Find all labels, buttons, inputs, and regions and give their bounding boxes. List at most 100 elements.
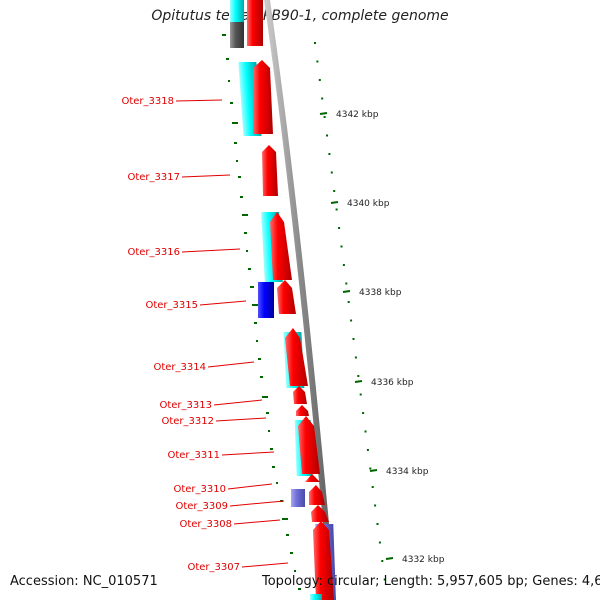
gene-leader-line (181, 174, 231, 178)
minor-tick (335, 208, 338, 211)
gc-tick (254, 322, 257, 324)
cds-feature-top (247, 0, 263, 46)
minor-tick (338, 227, 341, 229)
minor-tick (323, 116, 326, 118)
gc-tick (232, 122, 238, 124)
gene-oter-3311 (294, 416, 320, 482)
gene-oter-3316 (261, 212, 292, 282)
gc-tick (286, 534, 289, 536)
genome-backbone (264, 0, 336, 600)
gc-tick (250, 286, 254, 288)
gc-tick (242, 214, 248, 216)
minor-tick (318, 79, 321, 81)
minor-tick (381, 560, 384, 562)
gene-label[interactable]: Oter_3312 (161, 416, 214, 427)
kbp-scale-label: 4342 kbp (336, 110, 379, 120)
gc-tick (262, 396, 268, 398)
minor-tick (371, 486, 374, 488)
gene-label[interactable]: Oter_3317 (127, 172, 180, 183)
gene-label[interactable]: Oter_3311 (167, 450, 220, 461)
gc-tick (244, 232, 247, 234)
gc-ticks (222, 34, 386, 590)
gc-tick (246, 250, 248, 252)
gc-tick (226, 58, 229, 60)
minor-tick (366, 449, 369, 451)
scale-tick (354, 380, 363, 383)
gene-leader-line (175, 99, 223, 102)
gene-oter-3318 (238, 60, 273, 136)
minor-tick (321, 97, 324, 100)
gc-tick (270, 448, 273, 450)
gene-label[interactable]: Oter_3318 (121, 96, 174, 107)
gc-tick (240, 196, 243, 198)
minor-tick (350, 319, 353, 322)
gene-label[interactable]: Oter_3313 (159, 400, 212, 411)
gc-tick (282, 518, 288, 520)
gc-tick (268, 430, 270, 432)
minor-tick (326, 134, 328, 137)
minor-tick (374, 504, 377, 507)
accession-text: Accession: NC_010571 (10, 574, 158, 589)
gc-tick (266, 412, 269, 414)
gene-label[interactable]: Oter_3316 (127, 247, 180, 258)
gene-leader-line (229, 500, 285, 507)
gene-label[interactable]: Oter_3315 (145, 300, 198, 311)
gc-tick (222, 34, 226, 36)
kbp-scale-label: 4340 kbp (347, 199, 390, 209)
minor-tick (357, 375, 360, 377)
gc-tick (258, 358, 261, 360)
kbp-scale-label: 4334 kbp (386, 467, 429, 477)
gene-label[interactable]: Oter_3314 (153, 362, 206, 373)
gene-label[interactable]: Oter_3310 (173, 484, 226, 495)
gc-tick (294, 570, 296, 572)
gc-tick (230, 102, 233, 104)
gene-leader-line (227, 483, 273, 490)
gc-tick (234, 142, 237, 144)
gc-tick (276, 482, 278, 484)
minor-tick (333, 190, 336, 192)
gene-oter-3310 (291, 485, 325, 507)
gene-leader-line (215, 417, 267, 422)
scale-tick (330, 201, 339, 204)
gene-leader-line (213, 399, 263, 406)
gene-oter-3307 (310, 521, 336, 600)
minor-tick (340, 245, 343, 248)
scale-tick (342, 290, 351, 293)
gene-oter-3314 (283, 328, 308, 388)
gc-tick (248, 268, 251, 270)
gene-label[interactable]: Oter_3307 (187, 562, 240, 573)
gc-tick (252, 304, 258, 306)
gene-leader-line (207, 361, 255, 368)
gene-leader-line (241, 562, 289, 568)
minor-tick (328, 153, 331, 155)
gc-tick (272, 466, 275, 468)
scale-tick (369, 469, 378, 472)
gene-leader-line (181, 248, 241, 253)
gene-oter-3315 (258, 280, 296, 318)
scale-tick (385, 557, 394, 560)
cog-feature-gray (230, 22, 244, 48)
gene-oter-3309 (311, 505, 329, 522)
minor-tick (378, 541, 381, 544)
kbp-scale-label: 4338 kbp (359, 288, 402, 298)
gc-tick (290, 552, 293, 554)
scale-ticks: 4342 kbp 4340 kbp 4338 kbp 4336 kbp 4334 kbp… (319, 110, 445, 565)
minor-tick (376, 523, 379, 525)
minor-tick (330, 171, 333, 174)
minor-tick (359, 393, 362, 396)
gene-oter-3313 (293, 386, 307, 404)
gene-oter-3312 (296, 405, 309, 416)
gc-tick (256, 340, 258, 342)
gene-label[interactable]: Oter_3309 (175, 501, 228, 512)
cog-feature-cyan (230, 0, 244, 22)
minor-tick (347, 301, 350, 303)
gene-leader-line (233, 519, 281, 525)
genome-summary-text: Topology: circular; Length: 5,957,605 bp… (262, 574, 600, 589)
minor-tick (362, 412, 365, 414)
gene-labels: Oter_3318 Oter_3317 Oter_3316 Oter_3315 Oter… (121, 96, 289, 573)
gene-label[interactable]: Oter_3308 (179, 519, 232, 530)
minor-tick (352, 338, 355, 340)
page-title: Opitutus terrae PB90-1, complete genome (151, 8, 449, 24)
gc-tick (298, 588, 301, 590)
